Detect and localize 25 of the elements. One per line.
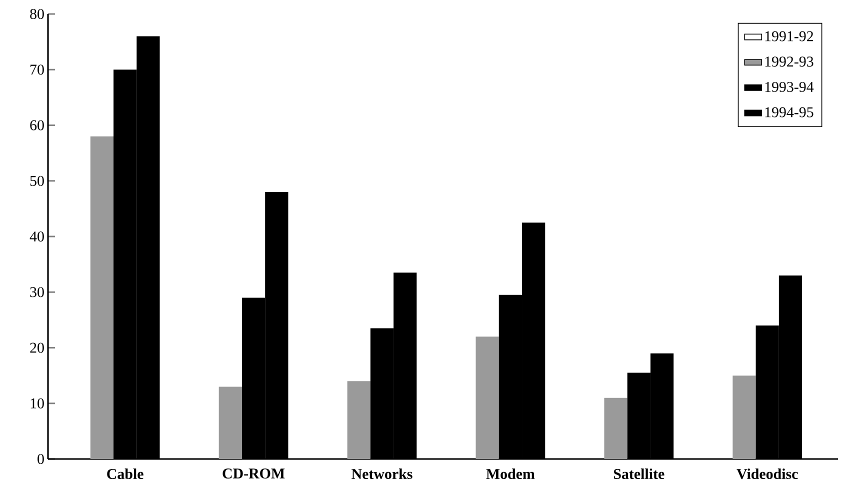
bar — [732, 376, 756, 459]
x-tick-label: Videodisc — [736, 468, 798, 480]
y-tick-label: 80 — [30, 8, 44, 20]
legend-label: 1993-94 — [765, 82, 814, 92]
x-tick-label: Networks — [352, 468, 412, 480]
y-tick-label: 20 — [30, 342, 44, 353]
legend-label: 1994-95 — [765, 107, 814, 118]
y-tick-label: 50 — [30, 176, 44, 186]
x-tick-label: Modem — [486, 468, 535, 480]
legend-label: 1992-93 — [765, 56, 814, 67]
x-tick-label: Cable — [107, 468, 144, 480]
x-tick-label: CD-ROM — [222, 468, 285, 479]
bar — [476, 336, 499, 459]
bar — [604, 398, 628, 459]
x-tick-label: Satellite — [614, 468, 664, 480]
y-tick-label: 40 — [30, 231, 44, 242]
y-tick-label: 10 — [30, 398, 44, 408]
bar — [218, 386, 242, 459]
y-tick-label: 0 — [38, 454, 44, 464]
bar — [90, 136, 114, 459]
bar — [347, 381, 370, 459]
legend-label: 1991-92 — [765, 31, 814, 42]
y-tick-label: 60 — [30, 120, 44, 130]
y-tick-label: 30 — [30, 287, 44, 298]
y-tick-label: 70 — [30, 64, 44, 75]
